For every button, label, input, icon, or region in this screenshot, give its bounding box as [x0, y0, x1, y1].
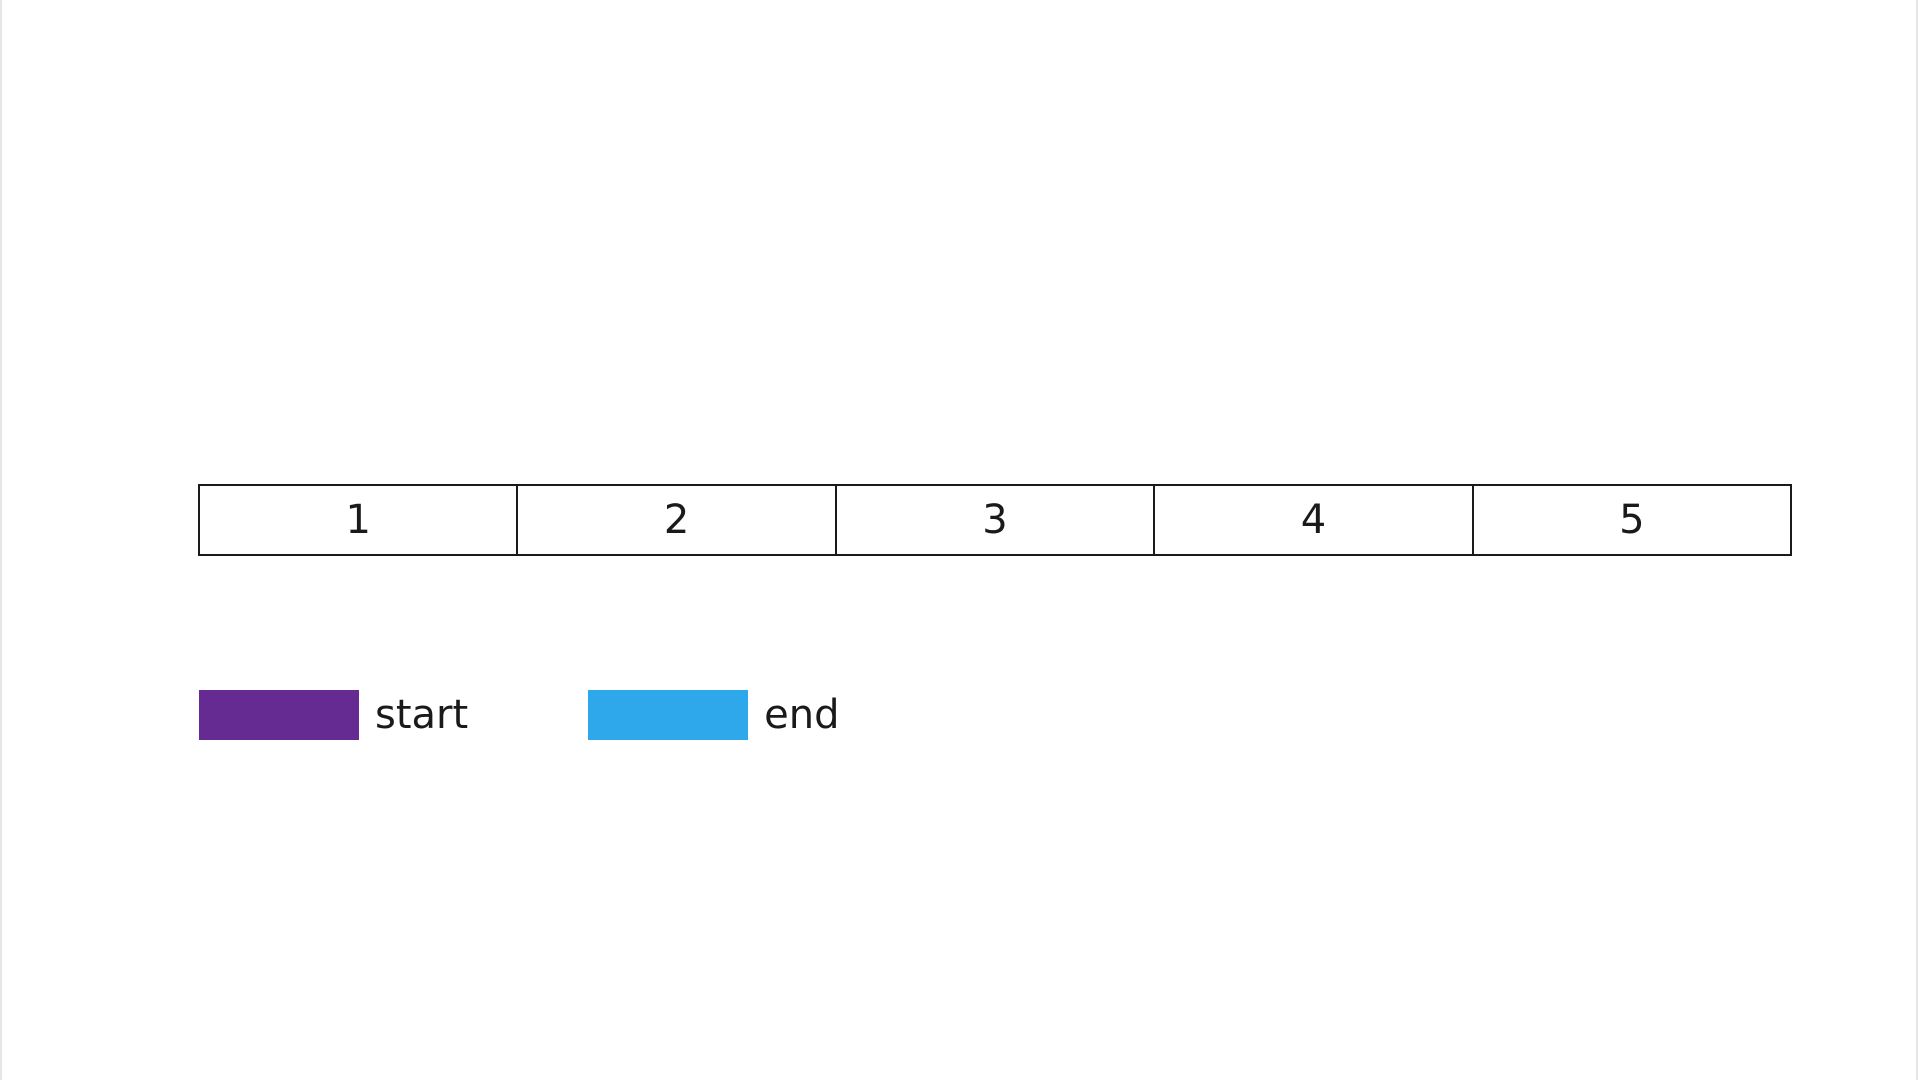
legend-label-start: start	[375, 692, 469, 738]
legend-swatch-start	[199, 690, 359, 740]
legend-item-start: start	[199, 690, 468, 740]
cell-1: 1	[200, 486, 519, 554]
legend-label-end: end	[764, 692, 840, 738]
legend-item-end: end	[588, 690, 840, 740]
frame-border-left	[0, 0, 2, 1080]
cell-2: 2	[518, 486, 837, 554]
cell-4: 4	[1155, 486, 1474, 554]
cell-5: 5	[1619, 497, 1645, 543]
frame-border-right	[1916, 0, 1918, 1080]
cell-array: 1 2 3 4 5	[198, 484, 1792, 556]
legend-swatch-end	[588, 690, 749, 740]
legend: start end	[199, 690, 840, 740]
cell-3: 3	[837, 486, 1156, 554]
